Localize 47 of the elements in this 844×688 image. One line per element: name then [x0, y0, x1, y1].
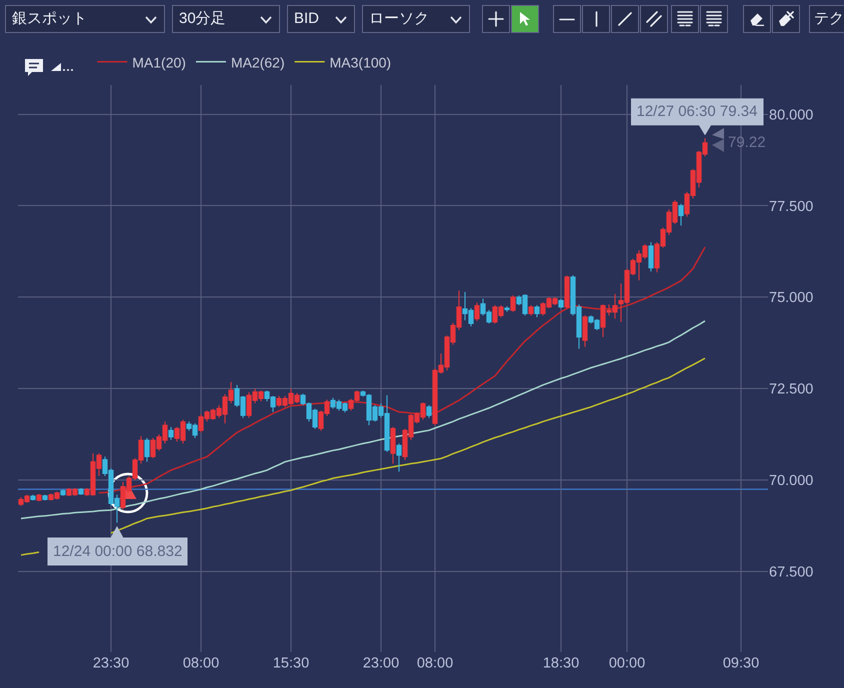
candlestick: [426, 404, 432, 418]
candlestick: [30, 494, 36, 502]
y-tick-label: 77.500: [769, 198, 814, 215]
x-tick-label: 15:30: [272, 656, 310, 672]
y-tick-label: 67.500: [769, 564, 814, 581]
dropdown: 30分足: [172, 5, 280, 33]
candlestick: [60, 489, 66, 496]
candlestick: [534, 304, 540, 318]
x-tick-label: 08:00: [416, 656, 454, 672]
y-tick-label: 72.500: [769, 382, 814, 398]
dropdown: BID: [287, 5, 355, 33]
candlestick: [558, 298, 564, 309]
candlestick: [390, 426, 396, 464]
legend-label: MA2(62): [230, 54, 285, 70]
candlestick: [474, 302, 480, 322]
x-tick-label: 00:00: [608, 656, 646, 672]
legend-label: MA3(100): [330, 54, 392, 70]
candlestick: [510, 294, 516, 312]
annotation: 12/27 06:30 79.34: [636, 102, 758, 122]
candlestick: [678, 203, 684, 226]
y-tick-label: 80.000: [769, 107, 814, 124]
annotation: 79.22: [728, 134, 766, 151]
x-tick-label: 23:30: [92, 656, 130, 672]
legend-label: MA1(20): [132, 54, 186, 70]
x-tick-label: 09:30: [722, 656, 760, 672]
candlestick: [648, 242, 654, 272]
line-series: [20, 320, 706, 520]
candlestick: [78, 488, 84, 496]
candlestick: [396, 442, 402, 472]
candlestick: [582, 314, 588, 348]
y-tick-label: 75.000: [769, 290, 814, 306]
candlestick: [36, 493, 42, 502]
candlestick: [144, 438, 150, 462]
x-tick-label: 18:30: [542, 656, 580, 672]
button: テク: [809, 5, 844, 33]
callout: 12/27 06:30 79.34: [630, 98, 764, 136]
x-tick-label: 08:00: [182, 656, 220, 672]
annotation: 12/24 00:00 68.832: [53, 543, 182, 560]
candlestick: [564, 275, 570, 309]
candlestick: [42, 494, 48, 502]
candlestick: [504, 306, 510, 312]
y-tick-label: 70.000: [769, 473, 814, 490]
candlestick: [168, 426, 174, 440]
dropdown: 銀スポット: [5, 5, 165, 33]
candlestick: [528, 304, 534, 316]
dropdown: ローソク: [362, 5, 470, 33]
x-tick-label: 23:00: [362, 656, 400, 672]
